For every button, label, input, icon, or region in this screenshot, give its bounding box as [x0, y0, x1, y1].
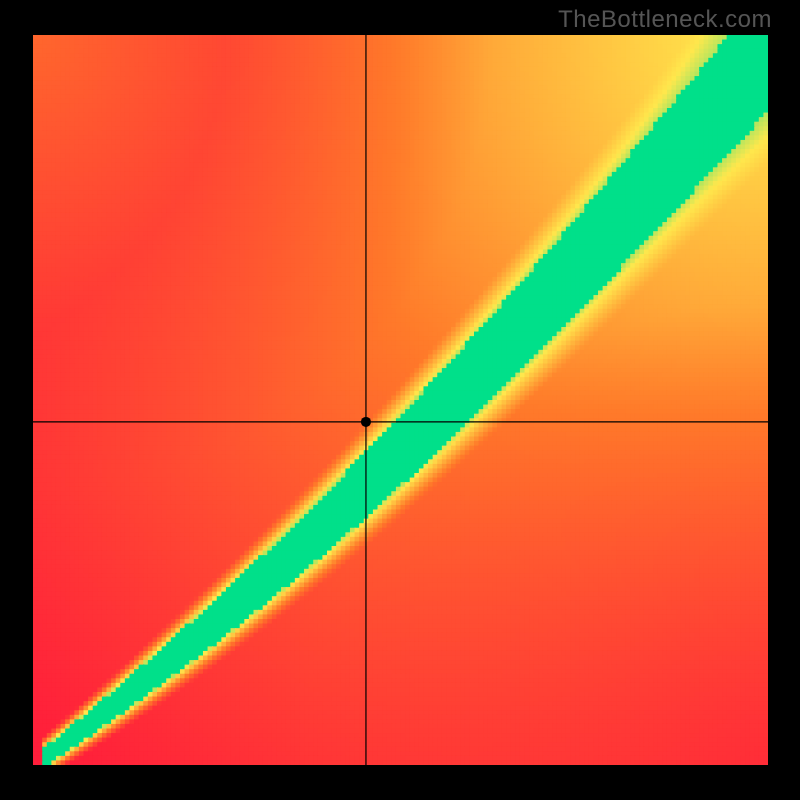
watermark-text: TheBottleneck.com: [558, 6, 772, 34]
chart-container: TheBottleneck.com: [0, 0, 800, 800]
bottleneck-heatmap: [33, 35, 768, 765]
